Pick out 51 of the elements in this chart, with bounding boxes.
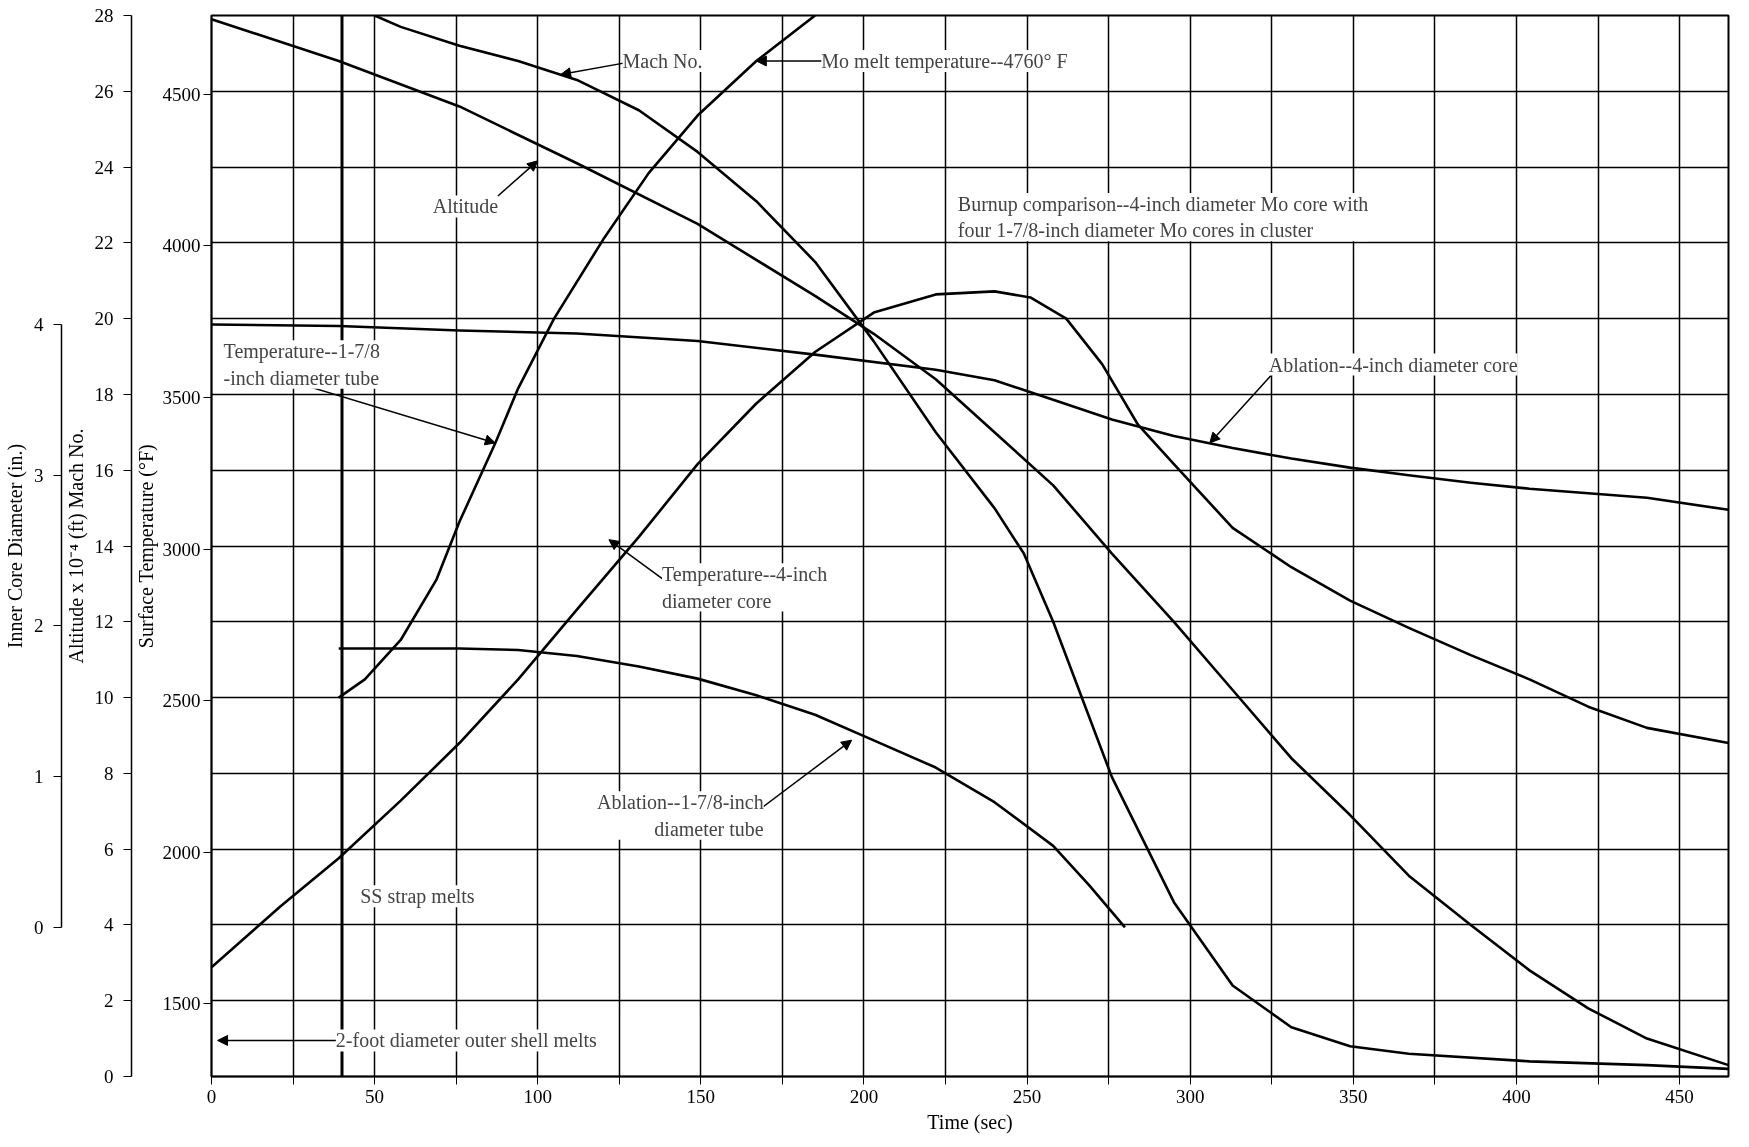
y2-tick-label: 10	[94, 687, 114, 709]
y3-tick-label: 2	[34, 615, 44, 637]
annotation: Temperature--4-inch diameter core	[662, 563, 828, 612]
y2-tick-label: 20	[94, 308, 114, 330]
y-tick-label: 3000	[162, 538, 201, 560]
y-tick-label: 1500	[162, 993, 201, 1015]
y-tick-label: 2000	[162, 841, 201, 863]
y2-tick-label: 16	[94, 459, 114, 481]
annotation: Ablation--1-7/8-inch diameter tube	[597, 791, 764, 840]
x-tick-label: 100	[523, 1085, 552, 1107]
ref-line-label: SS strap melts	[360, 885, 475, 909]
y2-tick-label: 14	[94, 535, 114, 557]
y2-tick-label: 12	[94, 611, 114, 633]
annotation: Temperature--1-7/8 -inch diameter tube	[223, 340, 380, 389]
y2-tick-label: 26	[94, 80, 114, 102]
y-tick-label: 3500	[162, 386, 201, 408]
y-tick-label: 4500	[162, 83, 201, 105]
annotation: Mo melt temperature--4760° F	[821, 50, 1068, 74]
annotation: Ablation--4-inch diameter core	[1268, 353, 1518, 376]
annotation: Burnup comparison--4-inch diameter Mo core with four 1-7/8-inch diameter Mo cores in cluster	[957, 192, 1369, 242]
y2-tick-label: 8	[104, 762, 114, 784]
x-tick-label: 300	[1175, 1085, 1205, 1107]
x-tick-label: 200	[849, 1085, 879, 1107]
annotation: Altitude	[432, 195, 499, 218]
y2-tick-label: 0	[104, 1066, 114, 1087]
y2-axis-title: Altitude x 10⁻⁴ (ft) Mach No.	[64, 428, 88, 664]
y2-tick-label: 18	[94, 383, 114, 405]
y2-tick-label: 4	[104, 914, 114, 936]
y2-tick-label: 24	[94, 156, 114, 178]
y2-tick-label: 22	[94, 232, 114, 254]
y3-axis-title: Inner Core Diameter (in.)	[4, 443, 27, 649]
y2-tick-label: 28	[94, 5, 114, 26]
y-tick-label: 2500	[162, 690, 201, 712]
y3-tick-label: 3	[34, 464, 44, 486]
annotation: 2-foot diameter outer shell melts	[335, 1029, 598, 1052]
y3-tick-label: 0	[34, 916, 44, 938]
x-tick-label: 0	[206, 1085, 217, 1107]
x-tick-label: 50	[365, 1085, 385, 1107]
y-tick-label: 4000	[162, 235, 201, 257]
annotation: Mach No.	[622, 50, 703, 73]
x-axis-title: Time (sec)	[927, 1110, 1013, 1134]
y3-tick-label: 1	[34, 766, 44, 788]
y2-tick-label: 2	[104, 990, 114, 1012]
x-tick-label: 450	[1665, 1085, 1694, 1107]
y2-tick-label: 6	[104, 838, 114, 860]
x-tick-label: 250	[1012, 1085, 1042, 1107]
x-tick-label: 350	[1339, 1085, 1368, 1107]
y3-tick-label: 4	[34, 313, 44, 335]
x-tick-label: 150	[686, 1085, 716, 1107]
y-axis-title: Surface Temperature (°F)	[134, 444, 158, 649]
x-tick-label: 400	[1502, 1085, 1531, 1107]
